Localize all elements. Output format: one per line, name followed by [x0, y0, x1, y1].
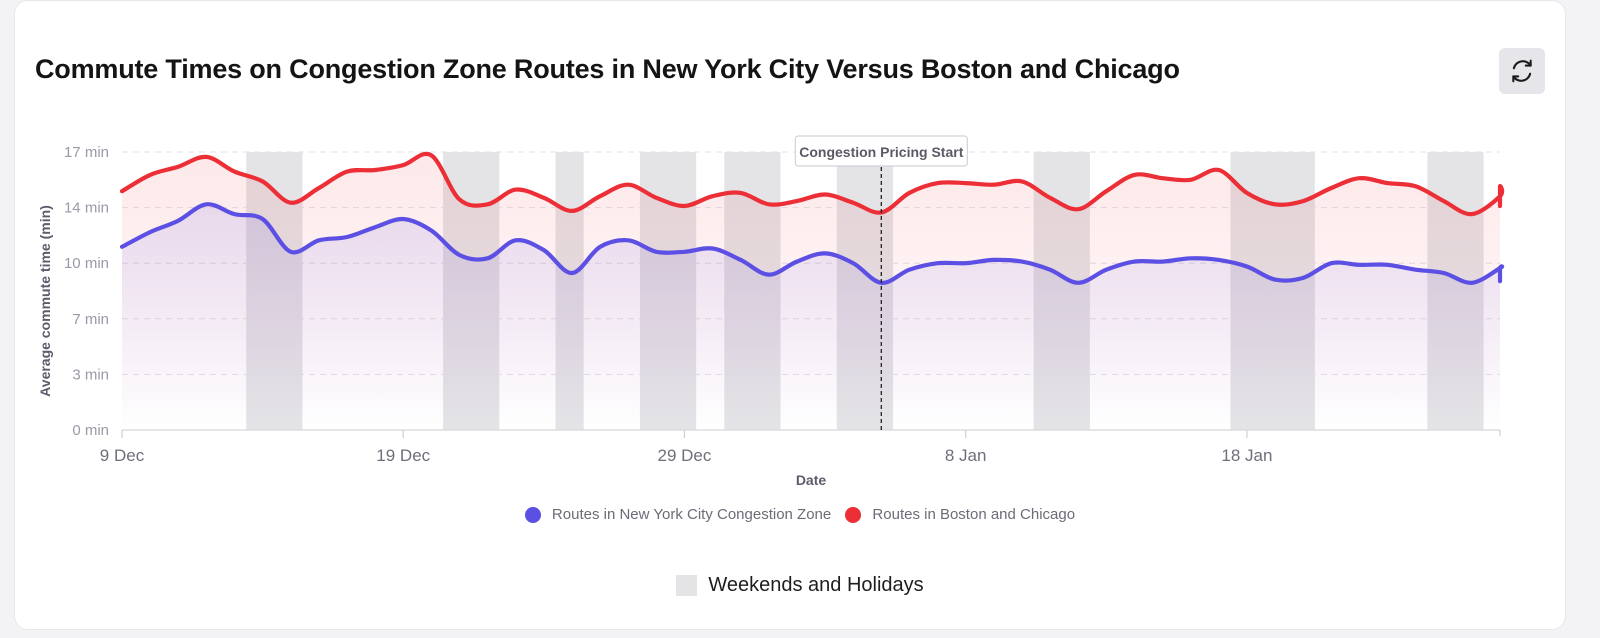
- series-line-0[interactable]: [119, 202, 1505, 285]
- legend-label-boston-chicago: Routes in Boston and Chicago: [872, 506, 1076, 523]
- series-area-0: [122, 204, 1503, 430]
- y-tick-label: 10 min: [64, 255, 109, 272]
- shade-legend: Weekends and Holidays: [0, 574, 1600, 597]
- x-axis-title: Date: [796, 472, 827, 488]
- y-tick-label: 3 min: [72, 366, 109, 383]
- y-tick-label: 17 min: [64, 144, 109, 161]
- refresh-icon: [1512, 59, 1532, 83]
- x-tick-label: 9 Dec: [100, 446, 145, 465]
- legend-label-nyc: Routes in New York City Congestion Zone: [551, 506, 832, 523]
- shade-legend-swatch: [676, 575, 698, 597]
- annotation-label: Congestion Pricing Start: [799, 144, 963, 160]
- y-tick-label: 0 min: [72, 422, 109, 439]
- series-legend: Routes in New York City Congestion Zone …: [0, 506, 1600, 527]
- legend-item-boston-chicago[interactable]: Routes in Boston and Chicago: [845, 506, 1075, 523]
- y-tick-label: 14 min: [64, 200, 109, 217]
- annotation-box: [794, 135, 968, 167]
- chart-title: Commute Times on Congestion Zone Routes …: [35, 54, 1180, 84]
- series-line-1[interactable]: [119, 151, 1505, 217]
- shade-legend-label: Weekends and Holidays: [708, 574, 924, 597]
- y-axis-title: Average commute time (min): [37, 205, 53, 397]
- refresh-button[interactable]: [1499, 48, 1545, 94]
- x-tick-label: 8 Jan: [945, 446, 987, 465]
- line-chart: 0 min 3 min 7 min 10 min 14 min 17 min 9 Dec 1…: [37, 135, 1505, 488]
- x-tick-label: 19 Dec: [376, 446, 430, 465]
- x-tick-label: 18 Jan: [1221, 446, 1272, 465]
- y-tick-label: 7 min: [72, 311, 109, 328]
- legend-swatch-nyc: [524, 506, 541, 523]
- legend-swatch-boston-chicago: [845, 506, 862, 523]
- x-tick-label: 29 Dec: [658, 446, 712, 465]
- legend-item-nyc[interactable]: Routes in New York City Congestion Zone: [524, 506, 832, 523]
